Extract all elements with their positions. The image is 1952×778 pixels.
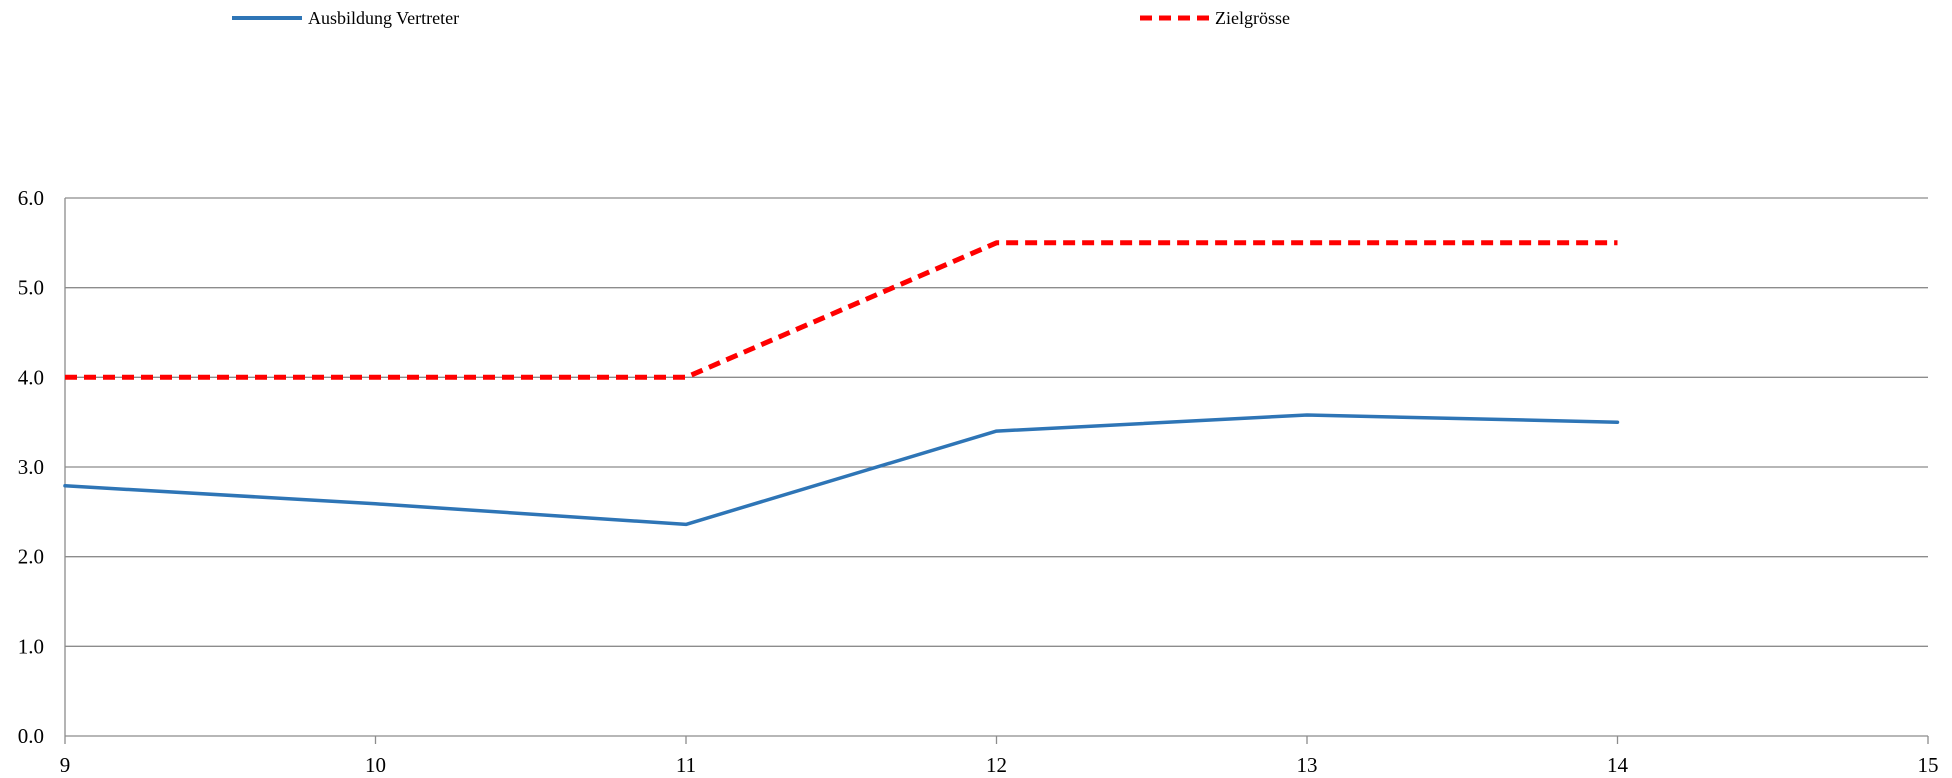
x-tick-label: 15 — [1918, 753, 1939, 777]
y-tick-label: 1.0 — [18, 634, 44, 658]
legend-item-series-1: Ausbildung Vertreter — [232, 8, 459, 28]
x-tick-label: 11 — [676, 753, 696, 777]
x-tick-label: 10 — [365, 753, 386, 777]
y-tick-label: 4.0 — [18, 365, 44, 389]
axes: 0.0 1.0 2.0 3.0 4.0 5.0 6.0 9 10 11 12 13 14 15 — [18, 186, 1939, 777]
y-tick-label: 3.0 — [18, 455, 44, 479]
series-line-2 — [65, 240, 1618, 380]
legend-item-series-2: Zielgrösse — [1140, 8, 1290, 28]
series-line-1 — [63, 413, 1620, 527]
legend: Ausbildung Vertreter Zielgrösse — [232, 8, 1290, 28]
x-tick-label: 12 — [986, 753, 1007, 777]
y-tick-label: 5.0 — [18, 276, 44, 300]
x-tick-label: 9 — [60, 753, 71, 777]
gridlines — [65, 197, 1928, 647]
x-tick-label: 14 — [1607, 753, 1629, 777]
y-tick-label: 6.0 — [18, 186, 44, 210]
y-tick-label: 0.0 — [18, 724, 44, 748]
legend-label: Ausbildung Vertreter — [308, 8, 459, 28]
x-tick-label: 13 — [1297, 753, 1318, 777]
legend-label: Zielgrösse — [1215, 8, 1290, 28]
series-lines — [63, 240, 1620, 527]
y-tick-label: 2.0 — [18, 545, 44, 569]
